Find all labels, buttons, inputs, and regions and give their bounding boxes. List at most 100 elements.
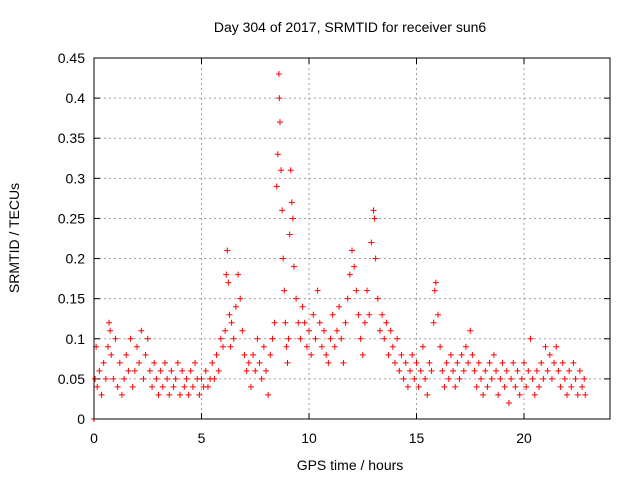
data-point xyxy=(456,375,463,382)
data-point xyxy=(409,351,416,358)
data-point xyxy=(254,335,261,342)
data-point xyxy=(398,351,405,358)
data-point xyxy=(538,359,545,366)
data-point xyxy=(283,343,290,350)
axes: 0 0.05 0.1 0.15 0.2 0.25 0.3 0.35 0.4 0.45 0 5 10 15 2… xyxy=(58,50,610,446)
data-point xyxy=(146,367,153,374)
data-point xyxy=(361,319,368,326)
data-point xyxy=(227,343,234,350)
data-point xyxy=(419,343,426,350)
data-point xyxy=(480,391,487,398)
data-point xyxy=(104,343,111,350)
data-point xyxy=(471,367,478,374)
data-point xyxy=(383,319,390,326)
data-point xyxy=(467,327,474,334)
x-tick-label: 5 xyxy=(198,430,206,446)
data-point xyxy=(106,319,113,326)
data-point xyxy=(96,367,103,374)
data-point xyxy=(310,311,317,318)
data-point xyxy=(273,183,280,190)
data-point xyxy=(458,351,465,358)
data-point xyxy=(542,343,549,350)
data-point xyxy=(286,231,293,238)
data-point xyxy=(439,367,446,374)
data-point xyxy=(323,351,330,358)
data-point xyxy=(125,367,132,374)
data-point xyxy=(179,367,186,374)
data-point xyxy=(108,351,115,358)
data-point xyxy=(274,151,281,158)
data-point xyxy=(553,343,560,350)
data-point xyxy=(424,391,431,398)
data-point xyxy=(540,375,547,382)
plot-frame xyxy=(93,57,611,420)
data-point xyxy=(551,359,558,366)
data-point xyxy=(94,383,101,390)
data-point xyxy=(138,327,145,334)
data-point xyxy=(450,367,457,374)
chart-title: Day 304 of 2017, SRMTID for receiver sun… xyxy=(214,19,487,35)
data-point xyxy=(265,391,272,398)
data-point xyxy=(281,287,288,294)
data-point xyxy=(279,207,286,214)
data-point xyxy=(447,351,454,358)
data-point xyxy=(576,367,583,374)
data-point xyxy=(189,383,196,390)
data-point xyxy=(512,383,519,390)
data-point xyxy=(475,359,482,366)
data-point xyxy=(118,391,125,398)
data-point xyxy=(276,119,283,126)
data-point xyxy=(346,271,353,278)
data-point xyxy=(181,383,188,390)
data-point xyxy=(92,375,99,382)
y-tick-label: 0.3 xyxy=(66,170,86,186)
data-point xyxy=(232,303,239,310)
data-point xyxy=(157,367,164,374)
data-point xyxy=(536,383,543,390)
data-point xyxy=(392,359,398,366)
data-point xyxy=(243,367,250,374)
data-point xyxy=(306,327,312,334)
grid-lines xyxy=(94,58,610,419)
data-point xyxy=(581,375,588,382)
data-point xyxy=(533,367,540,374)
y-tick-label: 0.05 xyxy=(58,371,85,387)
data-point xyxy=(235,271,242,278)
data-point xyxy=(271,319,278,326)
data-point xyxy=(168,367,175,374)
data-point xyxy=(521,359,527,366)
data-point xyxy=(263,367,269,374)
data-point xyxy=(568,383,575,390)
x-tick-label: 15 xyxy=(409,430,425,446)
data-point xyxy=(452,383,459,390)
data-point xyxy=(396,367,403,374)
data-point xyxy=(368,239,375,246)
data-point xyxy=(490,351,497,358)
data-point xyxy=(198,375,205,382)
data-point xyxy=(546,351,553,358)
data-point xyxy=(303,343,310,350)
data-point xyxy=(129,383,136,390)
data-point xyxy=(501,383,508,390)
data-point xyxy=(402,359,409,366)
data-point xyxy=(295,319,302,326)
data-point xyxy=(213,351,220,358)
data-point xyxy=(486,359,493,366)
data-point xyxy=(374,295,381,302)
data-point xyxy=(114,383,121,390)
data-point xyxy=(574,391,581,398)
data-point xyxy=(548,375,555,382)
y-tick-label: 0.4 xyxy=(66,90,86,106)
data-point xyxy=(258,375,265,382)
data-point xyxy=(318,343,325,350)
data-point xyxy=(187,367,194,374)
data-point xyxy=(247,383,254,390)
data-point xyxy=(510,359,517,366)
data-point xyxy=(149,383,156,390)
data-point xyxy=(557,383,564,390)
data-point xyxy=(497,375,504,382)
data-point xyxy=(428,367,435,374)
y-tick-label: 0.2 xyxy=(66,251,86,267)
data-point xyxy=(161,359,168,366)
